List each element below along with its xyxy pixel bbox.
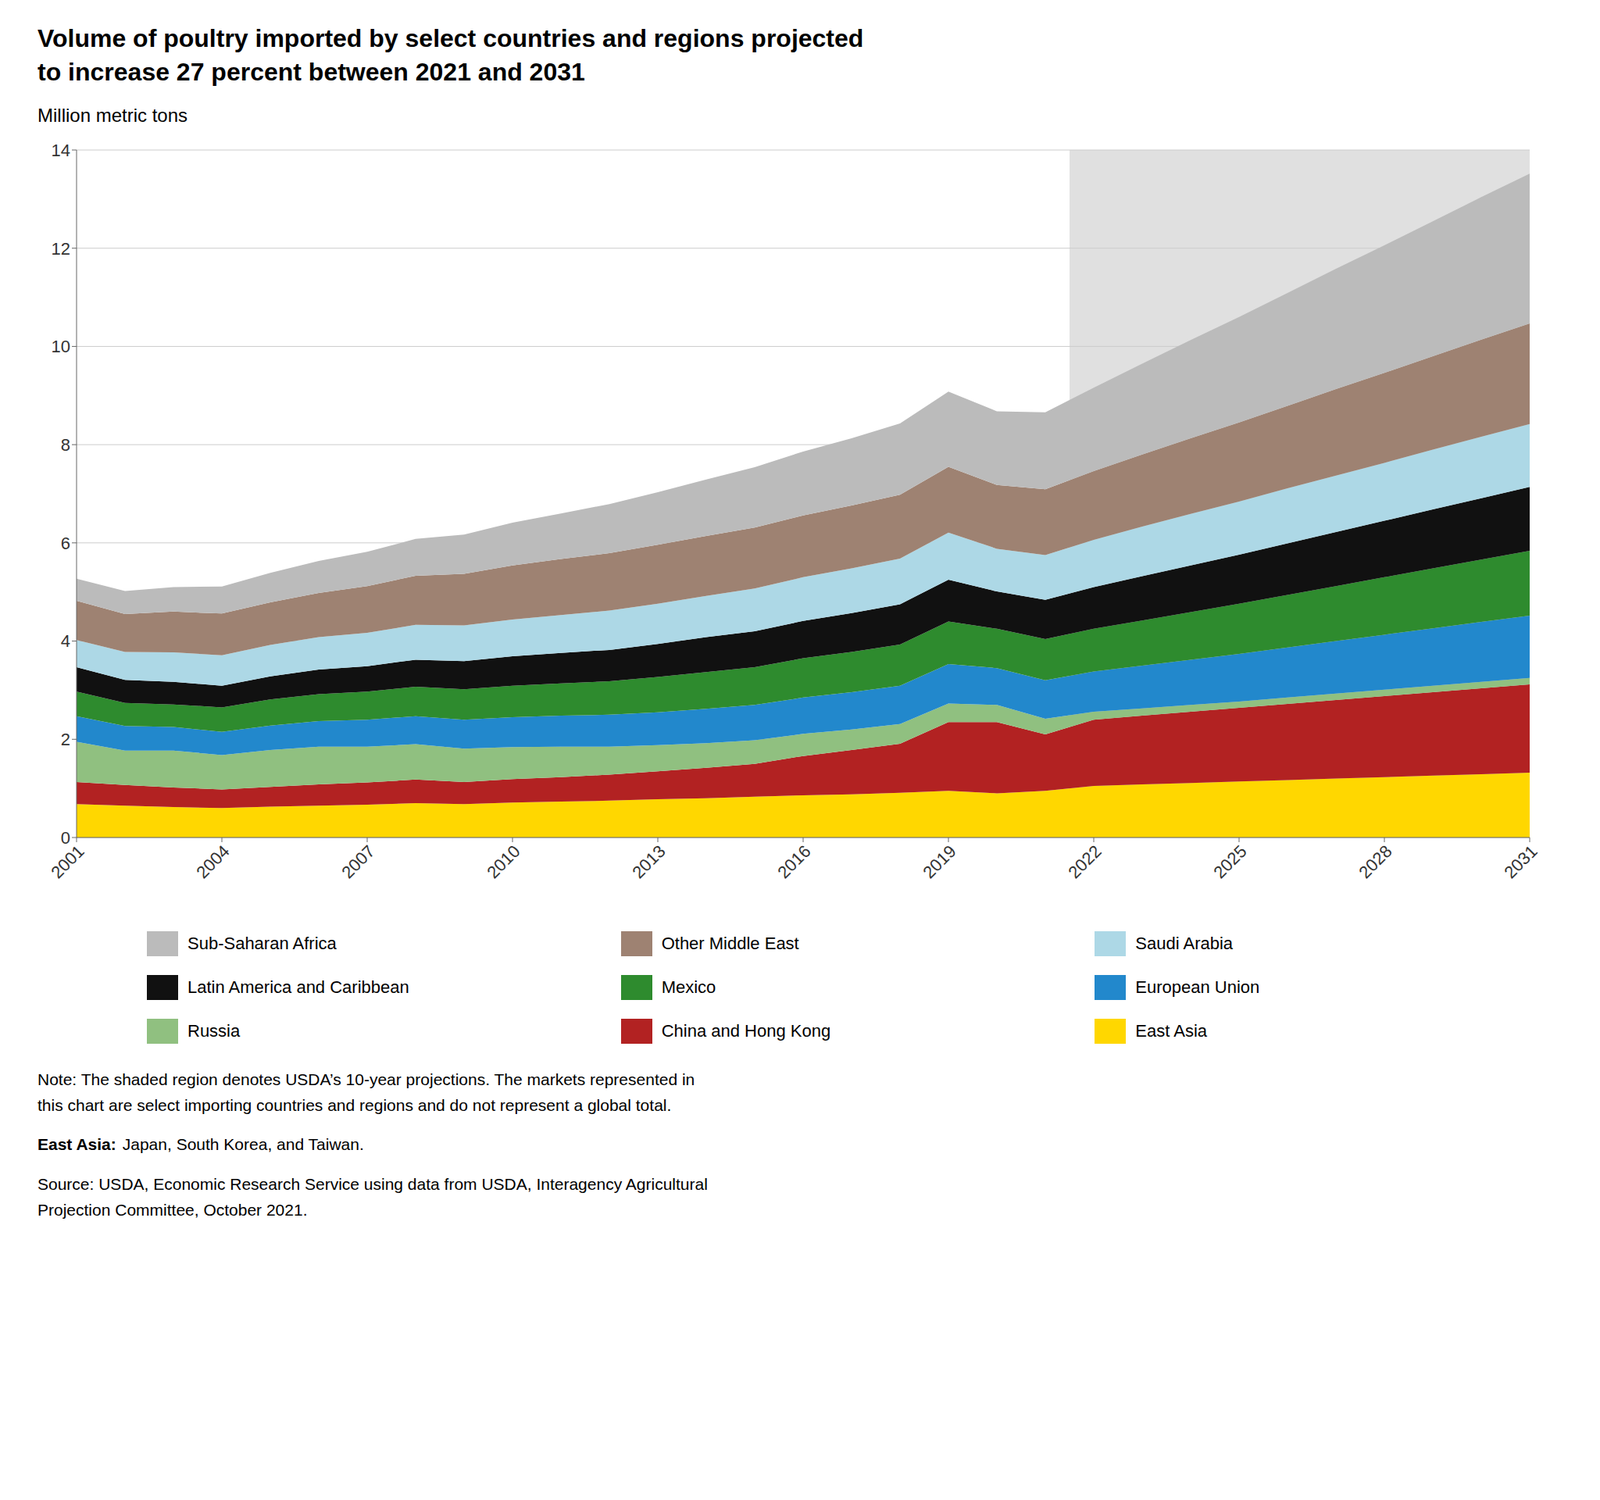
svg-text:2013: 2013 [628,841,669,883]
html-text:China and Hong Kong: China and Hong Kong [661,1021,831,1041]
html-text:Million metric tons: Million metric tons [37,105,188,127]
svg-text:2007: 2007 [337,841,379,883]
svg-text:8: 8 [60,435,71,455]
svg-text:2010: 2010 [482,841,524,883]
html-text:Latin America and Caribbean: Latin America and Caribbean [187,977,410,998]
html-text:Note: The shaded region denote: Note: The shaded region denotes USDA’s 1… [37,1070,695,1114]
html-text:European Union: European Union [1135,977,1260,998]
html-text:East Asia: Japan, South Korea,: East Asia: Japan, South Korea, and Taiwa… [37,1135,364,1154]
svg-text:2025: 2025 [1209,841,1250,883]
html-text:Saudi Arabia: Saudi Arabia [1135,933,1233,954]
html-text:Russia: Russia [187,1021,241,1041]
html-text:Mexico: Mexico [661,977,716,998]
svg-text:4: 4 [60,632,71,652]
svg-text:2019: 2019 [918,841,960,883]
svg-text:2028: 2028 [1354,841,1396,883]
svg-text:2004: 2004 [192,841,233,883]
svg-text:2022: 2022 [1064,841,1105,883]
svg-text:2: 2 [60,729,71,750]
svg-text:2031: 2031 [1500,841,1541,883]
html-text:Other Middle East: Other Middle East [661,933,799,954]
svg-text:14: 14 [51,140,71,161]
svg-text:2016: 2016 [773,841,815,883]
html-text:Source: USDA, Economic Researc: Source: USDA, Economic Research Service … [37,1175,708,1219]
html-text:East Asia: East Asia [1135,1021,1208,1041]
svg-text:6: 6 [60,533,71,554]
svg-text:10: 10 [51,337,71,358]
html-text:Sub-Saharan Africa: Sub-Saharan Africa [187,933,337,954]
svg-text:12: 12 [51,239,71,259]
html-text:Volume of poultry imported by: Volume of poultry imported by select cou… [37,24,864,87]
svg-text:2001: 2001 [47,841,88,883]
svg-text:0: 0 [60,828,71,848]
